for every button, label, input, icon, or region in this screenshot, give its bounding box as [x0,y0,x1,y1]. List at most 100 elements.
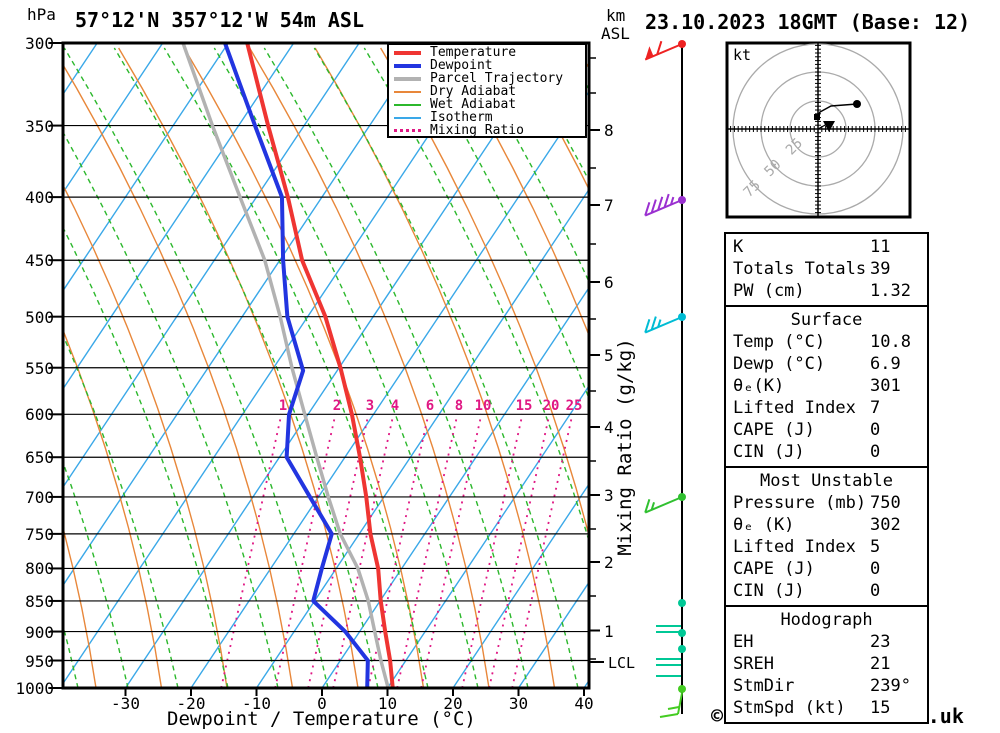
wind-barb [678,645,686,653]
temp-tick-label: 20 [443,694,463,713]
svg-text:20: 20 [543,398,560,414]
table-row: Pressure (mb) 750 [733,493,901,513]
table-row: Dewp (°C) 6.9 [733,354,901,374]
mixing-ratio-axis-label: Mixing Ratio (g/kg) [614,338,636,556]
page-title: 57°12'N 357°12'W 54m ASL [75,8,364,32]
temp-tick-label: 0 [317,694,327,713]
dewpoint-curve [223,43,370,688]
pressure-tick-label: 800 [25,559,54,579]
hodograph-section: Hodograph EH 23 SREH 21 StmDir 239° StmSpd … [724,605,929,724]
svg-text:25: 25 [566,398,583,414]
table-row: SREH 21 [733,654,891,674]
temp-tick-label: -20 [176,694,206,713]
temperature-line-swatch [394,50,421,55]
pressure-tick-label: 550 [25,358,54,378]
pressure-axis-unit: hPa [27,5,56,24]
mixing-ratio-lines [220,413,574,688]
wind-barbs [644,40,686,718]
pressure-tick-label: 750 [25,524,54,544]
pressure-tick-label: 450 [25,251,54,271]
wind-barb [644,313,686,334]
km-tick-label: 7 [604,196,614,215]
pressure-grid-lines [63,124,589,662]
pressure-tick-label: 400 [25,188,54,208]
table-row: Lifted Index 7 [733,398,881,418]
axis-tick-marks [50,42,604,696]
temperature-curve [245,43,395,688]
parcel-line-swatch [394,76,421,81]
wet-adiabat-line-swatch [394,103,421,106]
hodograph-unit-label: kt [733,46,752,64]
legend-item: Wet Adiabat [389,98,585,111]
table-row: CIN (J) 0 [733,442,881,462]
table-row: EH 23 [733,632,891,652]
table-row: K 11 [733,237,891,257]
section-title: Most Unstable [759,471,894,491]
legend-item: Mixing Ratio [389,124,585,137]
sounding-indices-table: K 11 Totals Totals 39 PW (cm) 1.32 Surface … [724,232,929,724]
lcl-label: LCL [608,654,636,672]
svg-text:3: 3 [366,398,374,414]
plot-border [61,41,591,690]
table-row: PW (cm) 1.32 [733,281,911,301]
table-row: CAPE (J) 0 [733,559,881,579]
table-row: StmSpd (kt) 15 [733,698,891,718]
table-row: CAPE (J) 0 [733,420,881,440]
pressure-tick-label: 300 [25,34,54,53]
run-date-label: 23.10.2023 18GMT (Base: 12) [645,10,971,34]
table-row: Lifted Index 5 [733,537,881,557]
dry-adiabat-line-swatch [394,90,421,93]
km-tick-label: 6 [604,273,614,292]
isotherm-line-swatch [394,116,421,119]
legend-item: Temperature [389,46,585,59]
pressure-tick-label: 700 [25,487,54,507]
pressure-tick-label: 500 [25,307,54,327]
temp-tick-label: 40 [574,694,594,713]
parcel-trajectory-curve [181,43,390,688]
wind-barb [656,625,681,633]
svg-text:1: 1 [279,398,287,414]
wind-barb [678,599,686,607]
table-row: Totals Totals 39 [733,259,891,279]
pressure-tick-label: 900 [25,622,54,642]
legend-item: Dry Adiabat [389,85,585,98]
temp-tick-label: -10 [242,694,271,713]
pressure-tick-label: 1000 [15,679,54,698]
svg-text:2: 2 [333,398,341,414]
wind-barb [656,658,681,666]
wind-barb [678,629,686,637]
wind-barb [659,692,683,718]
legend-item: Parcel Trajectory [389,72,585,85]
svg-text:10: 10 [475,398,492,414]
wind-barb [678,685,686,693]
hodograph-trace [814,100,861,132]
table-row: θₑ (K) 302 [733,515,901,535]
svg-text:4: 4 [391,398,399,414]
mixing-ratio-value-labels: 1 2 3 4 6 8 10 15 20 25 [279,398,583,414]
pressure-tick-label: 950 [25,651,54,671]
wind-barb [644,493,686,514]
table-row: StmDir 239° [733,676,911,696]
surface-section: Surface Temp (°C) 10.8 Dewp (°C) 6.9 θₑ(K)… [724,305,929,468]
storm-motion-marker [823,121,835,132]
table-row: CIN (J) 0 [733,581,881,601]
km-tick-label: 8 [604,121,614,140]
x-axis-caption: Dewpoint / Temperature (°C) [167,708,476,730]
km-axis-unit: km [606,6,626,25]
section-title: Hodograph [780,610,873,630]
temp-tick-label: 30 [508,694,529,713]
legend: Temperature Dewpoint Parcel Trajectory D… [387,43,587,138]
table-row: Temp (°C) 10.8 [733,332,911,352]
svg-text:8: 8 [455,398,463,414]
legend-item: Isotherm [389,111,585,124]
dewpoint-line-swatch [394,63,421,68]
pressure-tick-label: 650 [25,448,54,468]
most-unstable-section: Most Unstable Pressure (mb) 750 θₑ (K) 302… [724,466,929,607]
wind-barb [644,193,686,217]
temp-tick-label: -30 [111,694,140,713]
wind-barb [644,40,686,61]
pressure-tick-label: 600 [25,405,54,425]
svg-text:15: 15 [516,398,533,414]
